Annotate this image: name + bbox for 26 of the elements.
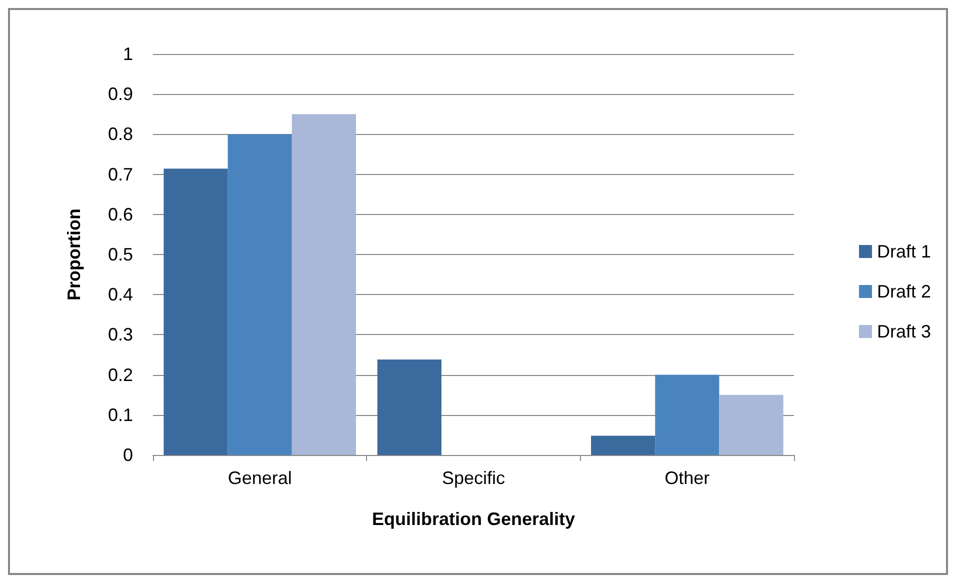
- legend-label: Draft 2: [876, 282, 932, 302]
- y-tick-label: 0.4: [108, 284, 133, 305]
- legend-label: Draft 1: [876, 242, 932, 262]
- y-tick-label: 0.7: [108, 164, 133, 184]
- y-tick-label: 0.2: [108, 364, 133, 385]
- x-axis-title: Equilibration Generality: [372, 509, 576, 529]
- y-tick-label: 0: [122, 445, 133, 465]
- y-tick-label: 0.3: [108, 324, 133, 345]
- y-tick-label: 0.5: [108, 244, 133, 264]
- y-tick-label: 0.8: [108, 124, 133, 144]
- x-tick-label: Other: [664, 468, 710, 488]
- x-tick-label: General: [228, 468, 292, 488]
- y-axis-title: Proportion: [64, 208, 84, 300]
- y-tick-label: 1: [122, 44, 133, 64]
- y-tick-label: 0.1: [108, 404, 133, 425]
- x-tick-label: Specific: [442, 468, 506, 488]
- y-tick-label: 0.9: [108, 84, 133, 104]
- legend-label: Draft 3: [876, 322, 932, 342]
- y-tick-label: 0.6: [108, 204, 133, 224]
- bar: [719, 394, 784, 455]
- bar: [655, 374, 720, 455]
- bar: [377, 360, 442, 455]
- bar: [591, 436, 656, 455]
- bar: [292, 114, 356, 455]
- bar: [228, 134, 292, 455]
- bar: [164, 168, 228, 455]
